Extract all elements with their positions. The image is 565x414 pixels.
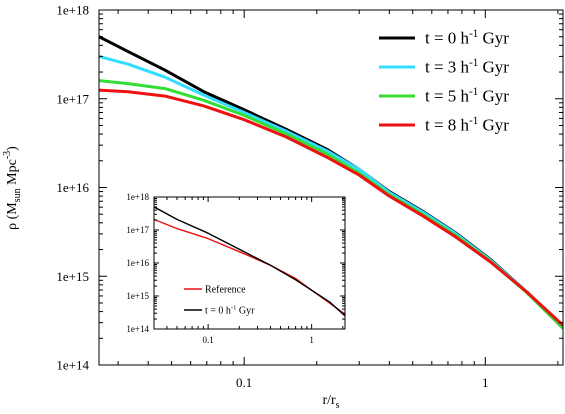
x-axis-label-main-text: r/r: [322, 393, 336, 408]
inset-chart: 1e+14 1e+15 1e+16 1e+17 1e+18 0.1 1 Reference t…: [118, 186, 346, 346]
inset-y-tick-label: 1e+16: [126, 258, 149, 268]
inset-y-tick-label: 1e+14: [126, 324, 149, 334]
inset-legend-label-main: t = 0 h: [205, 305, 231, 316]
main-y-tick-label: 1e+16: [56, 180, 89, 195]
y-axis-label-unit: Mpc: [5, 159, 20, 188]
y-axis-label-main-text: ρ (M: [5, 202, 20, 230]
main-legend-label-tail: Gyr: [478, 29, 509, 48]
main-legend-label-sup: -1: [469, 115, 478, 127]
inset-legend-label-sup: -1: [231, 304, 236, 311]
main-legend-label-main: t = 5 h: [425, 87, 470, 106]
inset-legend-label-main: Reference: [205, 284, 246, 295]
main-legend-label-3: t = 8 h-1 Gyr: [425, 115, 509, 135]
main-legend-label-tail: Gyr: [478, 87, 509, 106]
main-legend-label-main: t = 3 h: [425, 58, 470, 77]
y-axis-label-close: ): [5, 146, 20, 151]
main-y-tick-label: 1e+17: [56, 91, 89, 106]
main-legend-label-tail: Gyr: [478, 58, 509, 77]
inset-x-tick-label: 1: [309, 335, 314, 345]
main-series-line-3: [99, 88, 563, 327]
main-legend-label-sup: -1: [469, 57, 478, 69]
main-legend-label-2: t = 5 h-1 Gyr: [425, 86, 509, 106]
main-chart: 1e+14 1e+15 1e+16 1e+17 1e+18 0.1 1 t = 0 h-1 …: [2, 3, 564, 411]
inset-y-tick-label: 1e+15: [126, 291, 149, 301]
inset-series-line-1: [154, 206, 345, 317]
y-axis-label-superscript: -3: [2, 151, 13, 159]
inset-background: [118, 186, 346, 346]
main-x-tick-label: 0.1: [236, 375, 252, 390]
main-legend-label-tail: Gyr: [478, 116, 509, 135]
inset-y-tick-label: 1e+18: [126, 192, 149, 202]
inset-x-tick-label: 0.1: [203, 335, 214, 345]
inset-y-tick-label: 1e+17: [126, 225, 149, 235]
main-legend-label-sup: -1: [469, 28, 478, 40]
main-legend-label-sup: -1: [469, 86, 478, 98]
x-axis-label-subscript: s: [336, 400, 340, 411]
inset-plot-frame: [153, 196, 346, 330]
main-legend-label-main: t = 8 h: [425, 116, 470, 135]
main-legend-label-main: t = 0 h: [425, 29, 470, 48]
main-y-tick-label: 1e+14: [56, 358, 89, 373]
main-y-tick-label: 1e+15: [56, 269, 89, 284]
inset-legend: Reference t = 0 h-1 Gyr: [184, 284, 255, 316]
y-axis-label-subscript: sun: [12, 188, 23, 202]
inset-series-group: [154, 206, 345, 317]
main-y-axis-label: ρ (Msun Mpc-3): [2, 146, 23, 230]
inset-legend-label-tail: Gyr: [236, 305, 255, 316]
main-plot-frame: [98, 9, 564, 366]
inset-legend-label-0: Reference: [205, 284, 246, 295]
main-x-tick-label: 1: [482, 375, 489, 390]
main-series-group: [99, 35, 563, 330]
inset-legend-label-1: t = 0 h-1 Gyr: [205, 304, 255, 316]
main-legend-label-0: t = 0 h-1 Gyr: [425, 28, 509, 48]
main-legend-label-1: t = 3 h-1 Gyr: [425, 57, 509, 77]
main-y-tick-label: 1e+18: [56, 3, 89, 18]
main-x-axis-label: r/rs: [322, 393, 339, 411]
